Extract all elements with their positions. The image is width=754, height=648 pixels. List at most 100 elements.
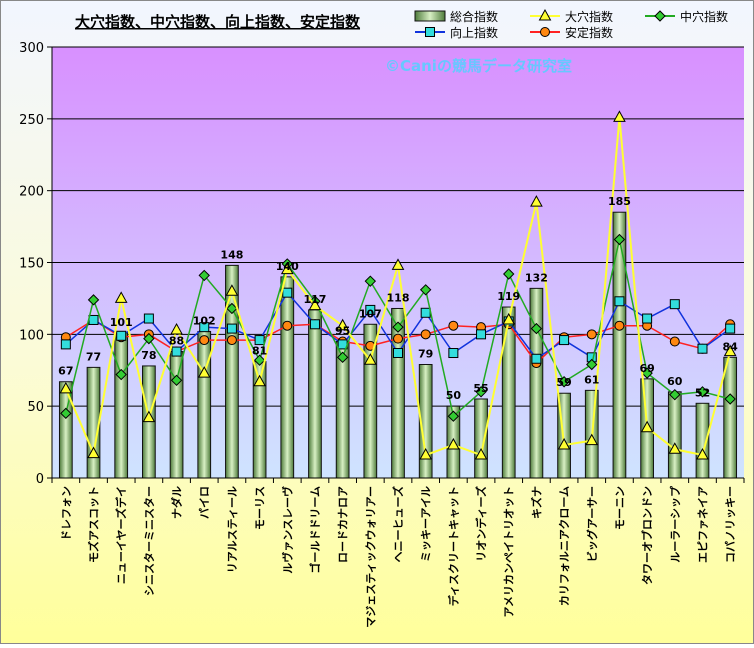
x-tick-label: ニューイヤーズデイ: [114, 486, 128, 584]
marker: [282, 287, 293, 298]
marker: [557, 437, 571, 450]
series-triangle: [59, 110, 737, 460]
marker: [669, 299, 680, 310]
x-tick-label: ルヴァンスレーヴ: [280, 486, 294, 574]
marker: [448, 348, 459, 359]
marker: [88, 314, 99, 325]
marker: [531, 353, 542, 364]
marker: [87, 294, 100, 306]
data-label: 67: [58, 365, 73, 378]
marker: [309, 319, 320, 330]
x-tick-label: モズアスコット: [87, 486, 101, 563]
legend-item: 大穴指数: [530, 8, 613, 24]
y-tick-label: 200: [19, 185, 44, 200]
marker: [640, 420, 654, 433]
data-label: 50: [446, 389, 462, 402]
marker: [199, 335, 210, 346]
legend-item: 総合指数: [414, 9, 498, 24]
marker: [425, 27, 435, 37]
bar: [197, 330, 212, 479]
marker: [697, 343, 708, 354]
marker: [197, 366, 211, 378]
x-tick-label: エピファネイア: [696, 486, 709, 563]
data-label: 77: [86, 350, 101, 363]
bar: [529, 287, 544, 479]
marker: [475, 386, 487, 398]
bar: [612, 211, 627, 479]
marker: [503, 268, 515, 280]
x-tick-label: ロードカナロア: [337, 486, 350, 563]
legend-item: 向上指数: [415, 25, 498, 40]
series-diamond: [60, 233, 736, 422]
x-tick-label: ゴールドドリーム: [308, 486, 322, 574]
marker: [696, 386, 709, 398]
marker: [60, 407, 72, 420]
marker: [336, 351, 349, 364]
marker: [585, 433, 599, 446]
marker: [642, 313, 653, 324]
legend-label: 総合指数: [450, 9, 498, 24]
x-tick-label: タワーオブロンドン: [640, 486, 654, 585]
data-label: 107: [359, 307, 382, 320]
marker: [419, 447, 433, 460]
marker: [143, 332, 155, 345]
marker: [393, 348, 403, 359]
data-label: 52: [695, 386, 710, 399]
marker: [114, 291, 128, 303]
marker: [226, 302, 238, 315]
marker: [540, 27, 550, 37]
marker: [538, 8, 552, 21]
legend-label: 安定指数: [565, 25, 613, 40]
data-label: 88: [169, 335, 184, 348]
data-label: 55: [473, 382, 488, 395]
marker: [282, 320, 293, 331]
x-tick-label: ヘニーヒューズ: [391, 486, 405, 562]
legend-label: 中穴指数: [680, 9, 728, 24]
y-tick-label: 250: [19, 113, 44, 128]
x-tick-label: ドレフォン: [60, 486, 73, 541]
marker: [171, 346, 182, 357]
marker: [530, 195, 543, 207]
chart-title: 大穴指数、中穴指数、向上指数、安定指数: [75, 13, 361, 31]
data-label: 101: [110, 316, 133, 329]
marker: [392, 321, 404, 333]
marker: [530, 322, 543, 335]
marker: [559, 335, 570, 346]
data-label: 185: [608, 195, 631, 208]
data-label: 84: [723, 340, 739, 353]
bar: [169, 351, 184, 479]
marker: [724, 393, 736, 405]
marker: [586, 329, 597, 340]
bar: [667, 391, 682, 479]
x-tick-label: アメリカンペイトリオット: [503, 486, 516, 617]
bar: [86, 366, 101, 479]
marker: [476, 329, 487, 340]
watermark-text: ©Caniの競馬データ研究室: [385, 57, 572, 75]
x-tick-label: モーリス: [254, 486, 267, 530]
data-label: 95: [335, 325, 350, 338]
marker: [696, 447, 709, 460]
marker: [170, 374, 183, 387]
data-label: 59: [556, 376, 571, 389]
marker: [420, 307, 431, 318]
data-label: 81: [252, 345, 267, 358]
marker: [170, 322, 183, 335]
marker: [641, 367, 653, 379]
marker: [142, 410, 156, 423]
marker: [586, 358, 598, 371]
data-label: 69: [639, 362, 654, 375]
x-tick-label: ビッグアーサー: [585, 486, 599, 562]
marker: [420, 329, 431, 340]
x-tick-label: リオンディーズ: [474, 486, 488, 562]
marker: [226, 323, 237, 334]
marker: [253, 354, 266, 366]
x-tick-label: パイロ: [198, 486, 211, 519]
marker: [280, 262, 294, 275]
bar: [501, 306, 516, 479]
marker: [365, 304, 376, 315]
marker: [725, 323, 736, 334]
marker: [558, 376, 570, 388]
x-tick-label: カリフォルニアクローム: [558, 486, 571, 606]
marker: [254, 335, 265, 346]
